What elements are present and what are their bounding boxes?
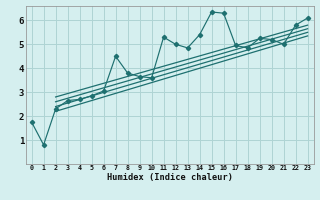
X-axis label: Humidex (Indice chaleur): Humidex (Indice chaleur) [107, 173, 233, 182]
